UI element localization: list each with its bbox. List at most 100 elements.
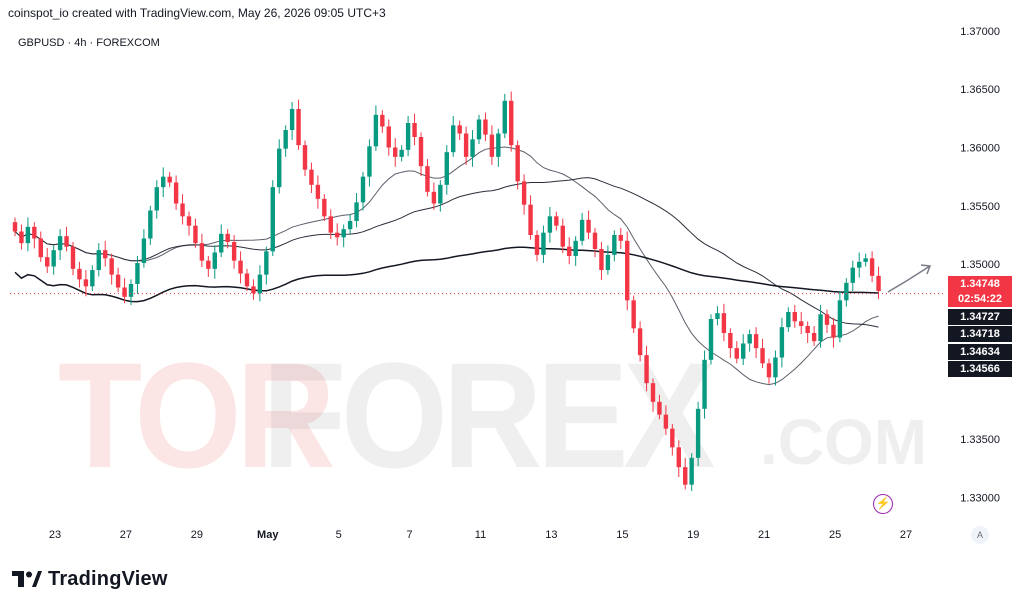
candle-body bbox=[766, 363, 772, 378]
candle-body bbox=[637, 328, 643, 356]
candle-body bbox=[173, 182, 179, 204]
x-tick-label: 15 bbox=[616, 529, 628, 541]
candle-body bbox=[302, 145, 308, 170]
candle-body bbox=[747, 334, 752, 344]
projection-arrow bbox=[887, 265, 931, 293]
candle-body bbox=[837, 300, 843, 338]
flash-icon[interactable]: ⚡ bbox=[873, 494, 893, 514]
candle-body bbox=[238, 260, 243, 274]
x-tick-label: 13 bbox=[545, 529, 557, 541]
candle-body bbox=[799, 321, 804, 326]
x-tick-label: 25 bbox=[829, 529, 841, 541]
candle-body bbox=[38, 238, 43, 258]
candle-body bbox=[554, 216, 559, 226]
candle-body bbox=[64, 236, 69, 247]
candle-body bbox=[567, 246, 572, 256]
candle-body bbox=[631, 300, 636, 329]
candle-body bbox=[360, 176, 366, 203]
x-tick-label: 19 bbox=[687, 529, 699, 541]
candle-body bbox=[811, 333, 817, 342]
price-tag: 1.34718 bbox=[948, 326, 1012, 342]
candle-body bbox=[199, 243, 205, 261]
candle-body bbox=[380, 114, 385, 127]
candle-body bbox=[425, 166, 430, 192]
y-tick-label: 1.36000 bbox=[960, 143, 1000, 155]
x-tick-label: 23 bbox=[49, 529, 61, 541]
candle-body bbox=[25, 226, 31, 244]
candle-body bbox=[122, 287, 127, 297]
y-tick-label: 1.37000 bbox=[960, 26, 1000, 38]
candle-body bbox=[534, 235, 540, 255]
candle-body bbox=[463, 133, 469, 157]
candle-body bbox=[405, 123, 411, 150]
time-axis-ticks: 23 27 29 May 5 7 11 13 15 19 21 25 27 bbox=[49, 529, 912, 541]
candle-body bbox=[77, 268, 82, 280]
candle-body bbox=[412, 123, 417, 137]
candle-body bbox=[509, 100, 514, 146]
candle-body bbox=[850, 267, 855, 283]
candle-body bbox=[876, 275, 881, 291]
candle-body bbox=[154, 187, 159, 211]
candle-body bbox=[618, 235, 623, 241]
candle-body bbox=[244, 273, 250, 287]
candle-body bbox=[257, 274, 263, 294]
candle-body bbox=[289, 109, 295, 130]
tradingview-logo[interactable]: TradingView bbox=[12, 566, 168, 592]
tradingview-logo-icon bbox=[12, 571, 42, 587]
candle-body bbox=[315, 184, 321, 199]
candle-body bbox=[12, 222, 18, 232]
candle-body bbox=[438, 184, 443, 204]
candle-body bbox=[760, 348, 765, 364]
candle-body bbox=[496, 133, 501, 157]
candle-body bbox=[670, 428, 675, 448]
auto-scale-button[interactable]: A bbox=[971, 526, 989, 544]
x-tick-label: 27 bbox=[120, 529, 132, 541]
candle-body bbox=[399, 149, 404, 157]
y-tick-label: 1.33000 bbox=[960, 493, 1000, 505]
candle-body bbox=[367, 146, 372, 177]
candle-body bbox=[470, 139, 475, 157]
watermark-tor: TOR bbox=[58, 331, 336, 499]
candle-body bbox=[728, 333, 733, 349]
candle-body bbox=[219, 233, 224, 253]
tradingview-logo-text: TradingView bbox=[48, 567, 168, 590]
candle-body bbox=[573, 240, 578, 256]
x-tick-label: 21 bbox=[758, 529, 770, 541]
candle-body bbox=[418, 137, 424, 167]
candle-body bbox=[386, 126, 391, 148]
symbol-info[interactable]: GBPUSD · 4h · FOREXCOM bbox=[18, 37, 160, 49]
candle-body bbox=[70, 246, 76, 269]
y-tick-label: 1.36500 bbox=[960, 84, 1000, 96]
candle-body bbox=[57, 236, 63, 251]
candle-body bbox=[831, 324, 836, 338]
y-tick-label: 1.35500 bbox=[960, 201, 1000, 213]
projection-arrow-head bbox=[920, 264, 932, 275]
candle-body bbox=[805, 326, 810, 333]
candle-body bbox=[206, 260, 211, 269]
candle-body bbox=[502, 100, 507, 134]
candles-layer bbox=[12, 91, 881, 492]
price-tag: 1.34748 bbox=[948, 276, 1012, 292]
candle-body bbox=[476, 119, 482, 140]
candle-body bbox=[90, 270, 95, 287]
x-tick-label: 5 bbox=[336, 529, 342, 541]
candle-body bbox=[695, 408, 701, 458]
attribution-text: coinspot_io created with TradingView.com… bbox=[8, 6, 386, 20]
candle-body bbox=[341, 229, 346, 238]
candle-body bbox=[373, 114, 379, 147]
candle-body bbox=[296, 109, 301, 146]
countdown-tag: 02:54:22 bbox=[948, 291, 1012, 307]
candle-body bbox=[869, 258, 875, 276]
candle-body bbox=[541, 232, 546, 255]
candle-body bbox=[644, 355, 649, 384]
candle-body bbox=[779, 327, 785, 358]
x-tick-label: 27 bbox=[900, 529, 912, 541]
candle-body bbox=[167, 176, 172, 183]
candle-body bbox=[612, 235, 617, 255]
candle-body bbox=[547, 216, 553, 233]
candle-body bbox=[483, 119, 488, 135]
candle-body bbox=[753, 334, 759, 349]
watermark-forex: FOREX bbox=[262, 331, 715, 499]
candle-body bbox=[863, 258, 868, 262]
